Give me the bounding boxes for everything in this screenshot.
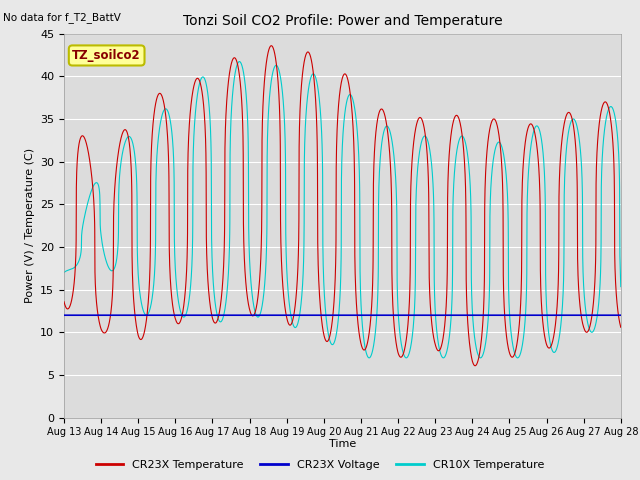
Title: Tonzi Soil CO2 Profile: Power and Temperature: Tonzi Soil CO2 Profile: Power and Temper… [182,14,502,28]
Legend: CR23X Temperature, CR23X Voltage, CR10X Temperature: CR23X Temperature, CR23X Voltage, CR10X … [91,456,549,474]
Y-axis label: Power (V) / Temperature (C): Power (V) / Temperature (C) [24,148,35,303]
Text: No data for f_T2_BattV: No data for f_T2_BattV [3,12,121,23]
Text: TZ_soilco2: TZ_soilco2 [72,49,141,62]
X-axis label: Time: Time [329,439,356,449]
